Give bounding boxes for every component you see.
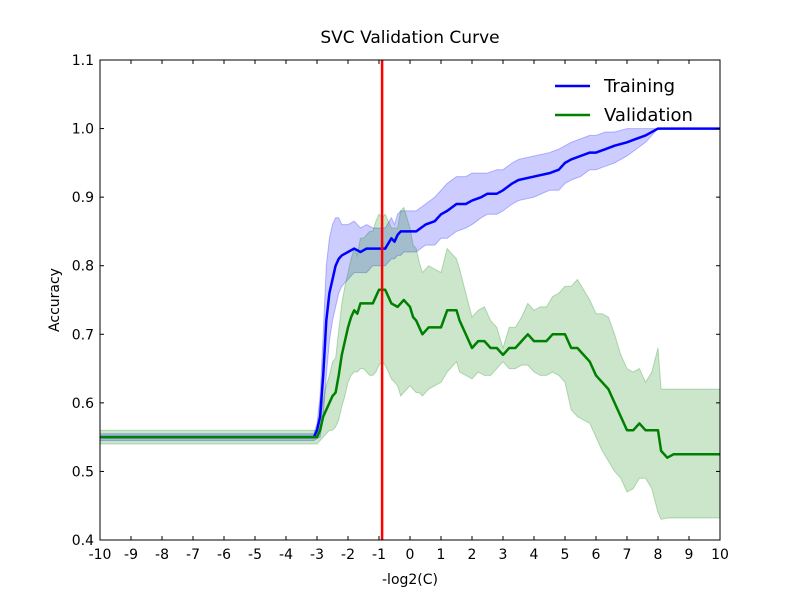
x-tick-label: -2 xyxy=(341,547,355,563)
x-tick-label: -10 xyxy=(89,547,112,563)
x-tick-label: 2 xyxy=(468,547,477,563)
x-tick-label: 8 xyxy=(654,547,663,563)
x-axis-ticks: -10 -9 -8 -7 -6 -5 -4 -3 -2 -1 0 1 2 3 4 5 6 7 8 9 10 xyxy=(89,60,729,563)
x-tick-label: -8 xyxy=(155,547,169,563)
x-tick-label: -1 xyxy=(372,547,386,563)
y-axis-label: Accuracy xyxy=(47,268,63,332)
training-line xyxy=(100,127,720,439)
y-tick-label: 0.8 xyxy=(72,259,94,275)
y-tick-label: 1.1 xyxy=(72,53,94,69)
x-tick-label: -3 xyxy=(310,547,324,563)
legend-label-training: Training xyxy=(603,76,675,97)
x-tick-label: 1 xyxy=(437,547,446,563)
x-tick-label: -6 xyxy=(217,547,231,563)
legend-label-validation: Validation xyxy=(604,105,693,126)
series-lines xyxy=(100,127,720,459)
x-tick-label: 5 xyxy=(561,547,570,563)
x-tick-label: 10 xyxy=(711,547,729,563)
y-tick-label: 0.4 xyxy=(72,533,94,549)
x-tick-label: 9 xyxy=(685,547,694,563)
x-tick-label: 4 xyxy=(530,547,539,563)
y-tick-label: 0.9 xyxy=(72,190,94,206)
chart-title: SVC Validation Curve xyxy=(320,28,499,48)
y-tick-label: 0.6 xyxy=(72,396,94,412)
validation-line xyxy=(100,288,720,459)
y-tick-label: 0.7 xyxy=(72,327,94,343)
x-tick-label: -4 xyxy=(279,547,293,563)
x-tick-label: 3 xyxy=(499,547,508,563)
x-tick-label: 7 xyxy=(623,547,632,563)
y-axis-ticks: 0.4 0.5 0.6 0.7 0.8 0.9 1.0 1.1 xyxy=(72,53,720,549)
legend: Training Validation xyxy=(555,76,693,126)
y-tick-label: 0.5 xyxy=(72,464,94,480)
x-tick-label: 0 xyxy=(406,547,415,563)
x-tick-label: -9 xyxy=(124,547,138,563)
x-axis-label: -log2(C) xyxy=(382,572,438,588)
y-tick-label: 1.0 xyxy=(72,122,94,138)
x-tick-label: -7 xyxy=(186,547,200,563)
x-tick-label: -5 xyxy=(248,547,262,563)
x-tick-label: 6 xyxy=(592,547,601,563)
